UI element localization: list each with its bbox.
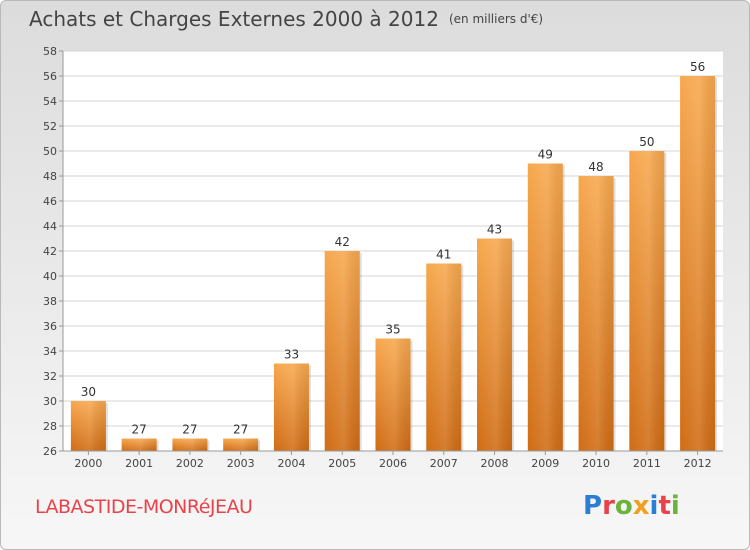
data-label: 42 (335, 235, 350, 249)
bar-highlight (578, 176, 614, 451)
bar-highlight (629, 151, 665, 451)
y-axis-ticks: 26 28 30 32 34 36 38 40 42 44 46 48 50 52 54 56 58 (43, 45, 63, 458)
data-label: 49 (538, 148, 553, 162)
logo-letter: i (649, 491, 659, 521)
x-tick-label: 2010 (582, 457, 610, 470)
title-text: Achats et Charges Externes 2000 à 2012 (29, 7, 439, 31)
x-tick-label: 2000 (74, 457, 102, 470)
title-unit: (en milliers d'€) (448, 12, 544, 26)
y-tick-label: 58 (43, 45, 57, 58)
x-tick-label: 2001 (125, 457, 153, 470)
bar-highlight (70, 401, 106, 451)
y-tick-label: 40 (43, 270, 57, 283)
x-tick-label: 2002 (176, 457, 204, 470)
data-label: 33 (284, 348, 299, 362)
logo-letter: P (583, 491, 603, 521)
data-label: 56 (690, 60, 705, 74)
bars: 30 27 27 27 33 42 35 41 43 49 48 50 56 (70, 60, 718, 451)
data-label: 43 (487, 223, 502, 237)
bar-highlight (426, 263, 462, 451)
logo-letter: o (614, 491, 633, 521)
proxiti-logo[interactable]: Proxiti (583, 491, 680, 521)
y-tick-label: 34 (43, 345, 57, 358)
y-tick-label: 44 (43, 220, 57, 233)
x-tick-label: 2005 (328, 457, 356, 470)
x-tick-label: 2008 (481, 457, 509, 470)
y-tick-label: 46 (43, 195, 57, 208)
bar-highlight (375, 338, 411, 451)
data-label: 41 (436, 248, 451, 262)
data-label: 50 (639, 135, 654, 149)
x-tick-label: 2004 (277, 457, 305, 470)
x-tick-label: 2007 (430, 457, 458, 470)
y-tick-label: 26 (43, 445, 57, 458)
logo-letter: r (602, 491, 615, 521)
x-tick-label: 2012 (684, 457, 712, 470)
x-tick-label: 2011 (633, 457, 661, 470)
y-tick-label: 48 (43, 170, 57, 183)
bar-highlight (477, 238, 513, 451)
x-axis-ticks: 2000 2001 2002 2003 2004 2005 2006 2007 2008 2009… (74, 451, 712, 470)
city-name: LABASTIDE-MONRéJEAU (35, 496, 253, 518)
data-label: 27 (182, 423, 197, 437)
y-tick-label: 56 (43, 70, 57, 83)
x-tick-label: 2009 (531, 457, 559, 470)
bar-highlight (324, 251, 360, 451)
y-tick-label: 28 (43, 420, 57, 433)
logo-letter: i (670, 491, 680, 521)
logo-letter: x (632, 491, 650, 521)
data-label: 27 (233, 423, 248, 437)
bar-highlight (527, 163, 563, 451)
y-tick-label: 30 (43, 395, 57, 408)
x-tick-label: 2006 (379, 457, 407, 470)
y-tick-label: 38 (43, 295, 57, 308)
bar-highlight (273, 363, 309, 451)
bar-highlight (121, 438, 157, 451)
x-tick-label: 2003 (227, 457, 255, 470)
y-tick-label: 42 (43, 245, 57, 258)
y-tick-label: 36 (43, 320, 57, 333)
data-label: 35 (385, 323, 400, 337)
chart-title: Achats et Charges Externes 2000 à 2012 (e… (29, 7, 543, 31)
bar-highlight (172, 438, 208, 451)
data-label: 48 (588, 160, 603, 174)
bar-highlight (223, 438, 259, 451)
y-tick-label: 52 (43, 120, 57, 133)
bar-highlight (680, 76, 716, 451)
logo-letter: t (658, 491, 671, 521)
y-tick-label: 50 (43, 145, 57, 158)
data-label: 30 (81, 385, 96, 399)
data-label: 27 (132, 423, 147, 437)
y-tick-label: 54 (43, 95, 57, 108)
y-tick-label: 32 (43, 370, 57, 383)
